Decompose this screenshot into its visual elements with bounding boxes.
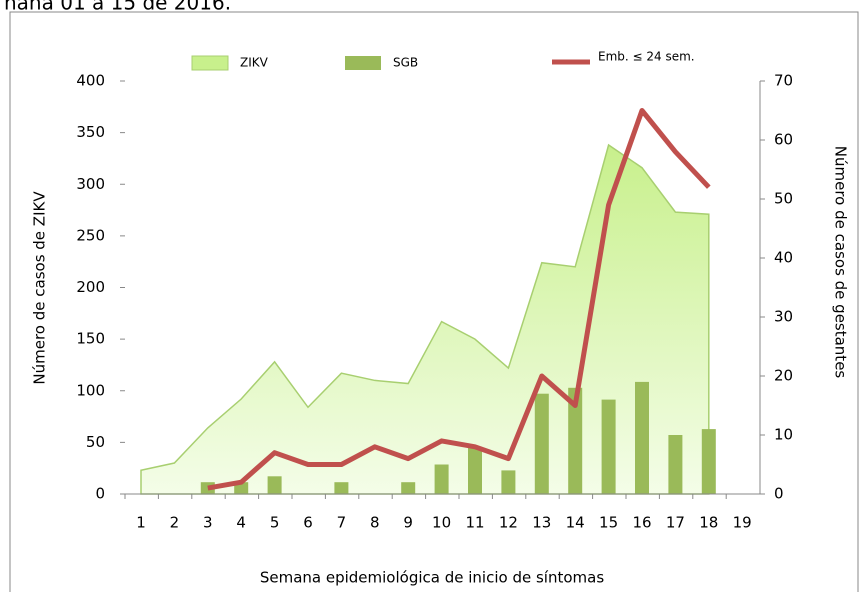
x-tick-label: 10	[432, 514, 451, 532]
y-tick-label: 150	[76, 330, 105, 348]
x-tick-label: 17	[666, 514, 685, 532]
bar	[234, 482, 249, 494]
bar	[501, 470, 516, 494]
y-tick-label: 100	[76, 381, 105, 399]
x-tick-label: 6	[303, 514, 313, 532]
x-tick-label: 14	[566, 514, 585, 532]
line	[207, 108, 711, 491]
y2-tick-label: 40	[774, 249, 793, 267]
y-tick-label: 0	[95, 485, 105, 503]
x-tick-label: 13	[532, 514, 551, 532]
y2-tick-label: 30	[774, 308, 793, 326]
x-tick-label: 2	[170, 514, 180, 532]
y2-tick-label: 50	[774, 190, 793, 208]
bar	[267, 476, 282, 494]
legend-swatch	[191, 55, 229, 71]
x-tick-label: 9	[403, 514, 413, 532]
bar	[701, 429, 716, 494]
x-axis-title: Semana epidemiológica de inicio de sínto…	[260, 569, 604, 587]
x-tick-label: 4	[236, 514, 246, 532]
bar	[568, 387, 583, 494]
y2-tick-label: 20	[774, 367, 793, 385]
legend-label: Emb. ≤ 24 sem.	[598, 50, 695, 64]
y2-tick-label: 70	[774, 72, 793, 90]
bar	[534, 393, 549, 494]
bar	[401, 482, 416, 494]
y-tick-label: 250	[76, 226, 105, 244]
y2-tick-label: 60	[774, 131, 793, 149]
x-tick-label: 11	[465, 514, 484, 532]
x-tick-label: 18	[699, 514, 718, 532]
x-tick-label: 1	[136, 514, 146, 532]
y-tick-label: 200	[76, 278, 105, 296]
y2-axis-title: Número de casos de gestantes	[832, 146, 850, 379]
legend-label: ZIKV	[240, 56, 269, 70]
y-tick-label: 350	[76, 123, 105, 141]
bar	[668, 435, 683, 494]
y-tick-label: 300	[76, 175, 105, 193]
bar	[601, 399, 616, 494]
x-tick-label: 19	[733, 514, 752, 532]
bar	[635, 381, 649, 494]
y-tick-label: 50	[86, 433, 105, 451]
x-tick-label: 12	[499, 514, 518, 532]
bar	[468, 446, 482, 494]
area	[140, 143, 710, 495]
bar	[334, 482, 349, 494]
y-axis-title: Número de casos de ZIKV	[31, 191, 49, 385]
y-tick-label: 400	[76, 72, 105, 90]
legend-swatch	[345, 56, 381, 70]
chart-title: nana 01 a 15 de 2016.	[4, 0, 231, 15]
x-tick-label: 8	[370, 514, 380, 532]
legend-label: SGB	[393, 56, 418, 70]
y2-tick-label: 10	[774, 426, 793, 444]
x-tick-label: 3	[203, 514, 213, 532]
x-tick-label: 7	[337, 514, 347, 532]
x-tick-label: 15	[599, 514, 618, 532]
frame	[9, 11, 859, 592]
x-tick-label: 16	[632, 514, 651, 532]
bar	[434, 464, 449, 494]
y2-tick-label: 0	[774, 485, 784, 503]
x-tick-label: 5	[270, 514, 280, 532]
